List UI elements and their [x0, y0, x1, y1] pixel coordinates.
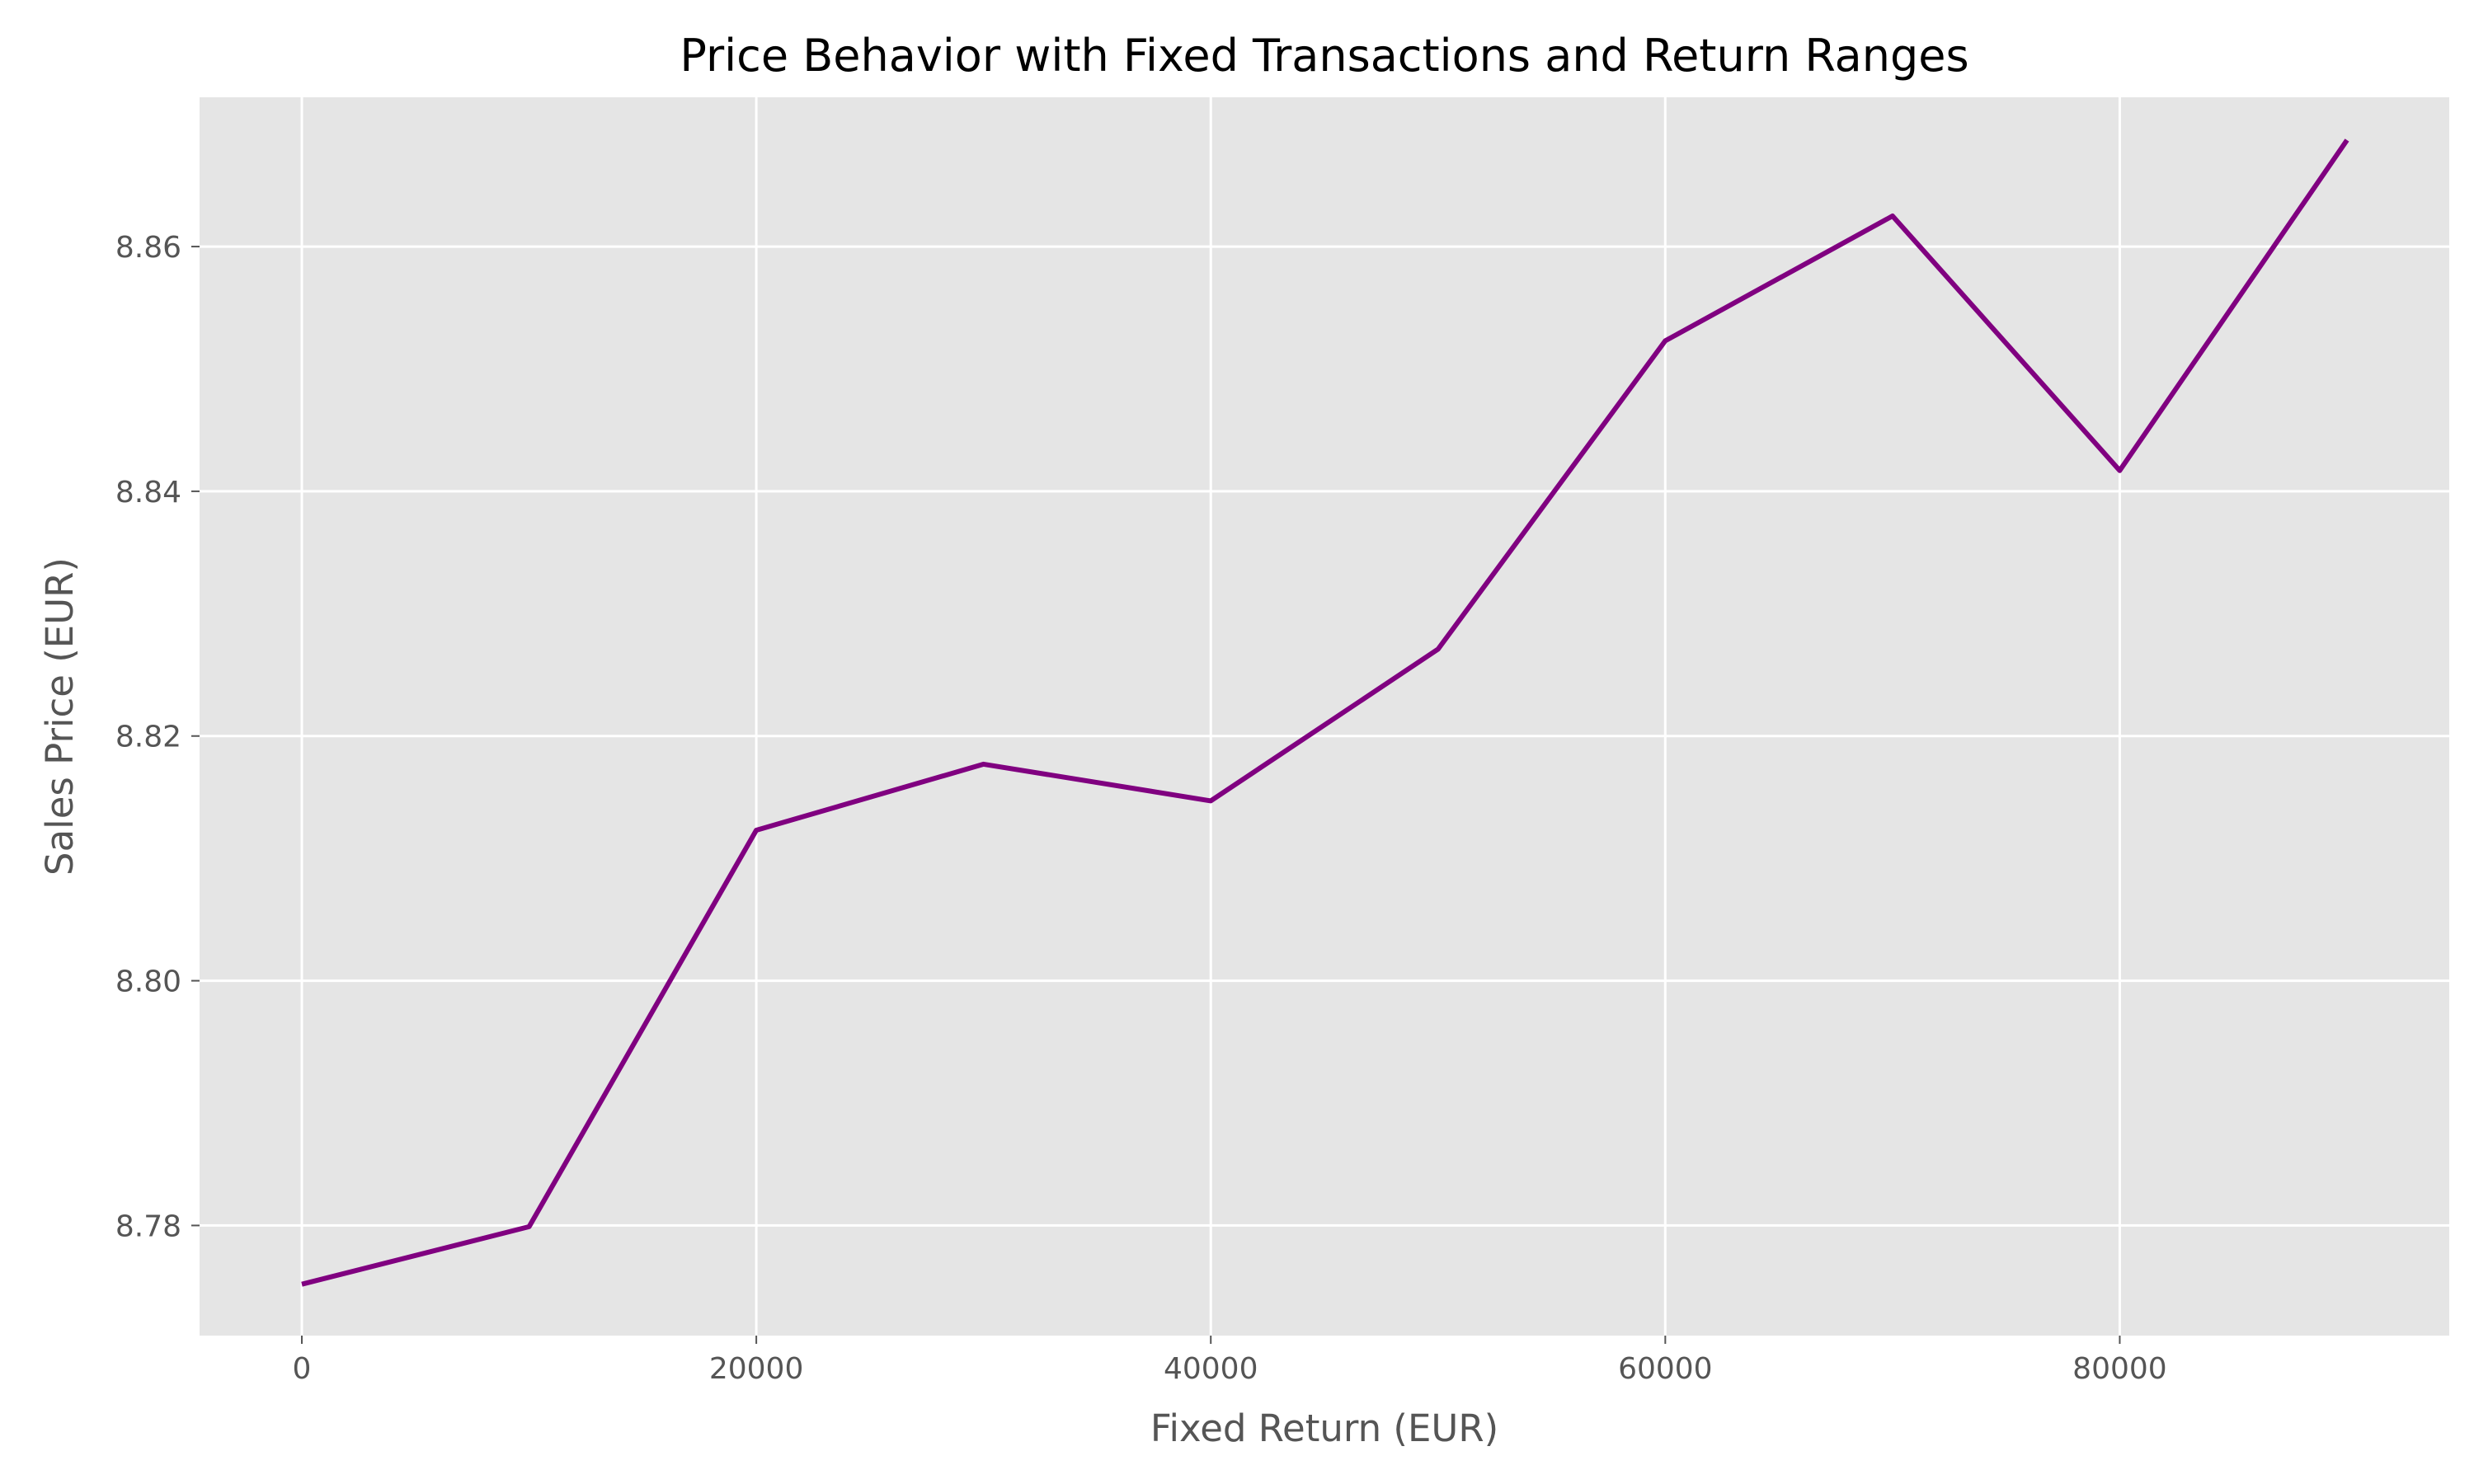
y-tick-label: 8.80 [115, 965, 181, 999]
y-axis-ticks: 8.78 8.80 8.82 8.84 8.86 [115, 231, 200, 1243]
x-axis-ticks: 0 20000 40000 60000 80000 [293, 1336, 2167, 1386]
series-layer [301, 139, 2349, 1287]
x-tick-label: 80000 [2072, 1352, 2167, 1386]
x-tick-label: 0 [293, 1352, 312, 1386]
y-tick-label: 8.84 [115, 476, 181, 510]
x-tick-label: 40000 [1164, 1352, 1258, 1386]
y-tick-label: 8.78 [115, 1209, 181, 1243]
y-tick-label: 8.82 [115, 721, 181, 754]
plot-area [200, 97, 2449, 1336]
x-axis-label: Fixed Return (EUR) [1150, 1407, 1498, 1450]
y-tick-label: 8.86 [115, 231, 181, 265]
x-tick-label: 20000 [709, 1352, 804, 1386]
x-tick-label: 60000 [1618, 1352, 1713, 1386]
grid [200, 97, 2449, 1336]
y-axis-label: Sales Price (EUR) [38, 557, 82, 876]
chart-title: Price Behavior with Fixed Transactions a… [680, 30, 1968, 82]
series-line [301, 139, 2349, 1287]
